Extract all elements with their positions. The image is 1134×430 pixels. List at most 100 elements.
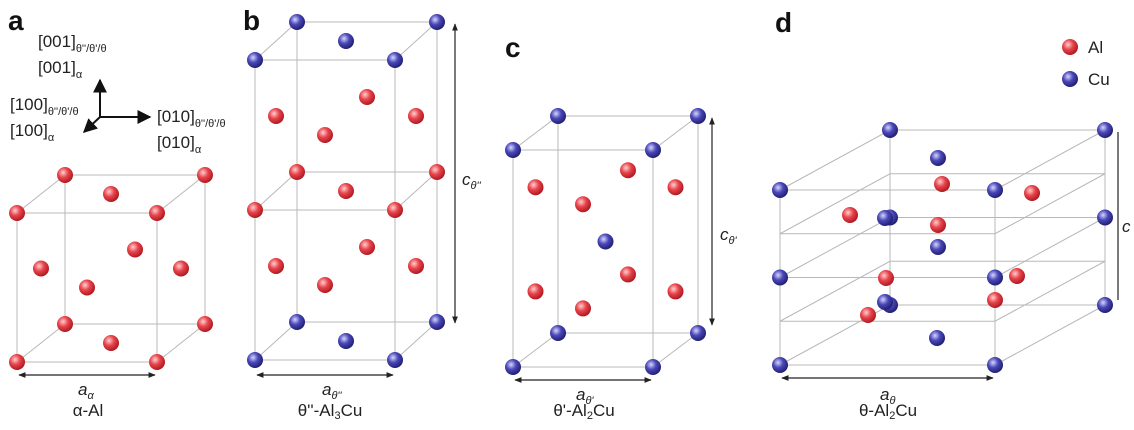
- cell-edge: [513, 333, 698, 367]
- axis-label: [100]θ''/θ'/θ: [10, 95, 79, 118]
- panel-label: d: [775, 7, 792, 38]
- lattice-label: c: [1122, 217, 1131, 236]
- al-atom: [987, 292, 1003, 308]
- cu-atom: [505, 142, 521, 158]
- cu-atom: [247, 52, 263, 68]
- al-atom: [860, 307, 876, 323]
- cu-atom: [387, 52, 403, 68]
- al-atom: [173, 261, 189, 277]
- axis-label: [001]α: [38, 58, 83, 81]
- cu-atom: [598, 234, 614, 250]
- legend-label: Al: [1088, 38, 1103, 57]
- cu-atom: [987, 182, 1003, 198]
- cu-atom: [877, 294, 893, 310]
- cu-atom: [429, 314, 445, 330]
- al-atom: [127, 242, 143, 258]
- al-atom: [878, 270, 894, 286]
- caption: θ''-Al3Cu: [298, 401, 363, 422]
- al-atom: [620, 266, 636, 282]
- al-atom: [620, 162, 636, 178]
- cu-atom: [930, 239, 946, 255]
- al-atom: [289, 164, 305, 180]
- cu-atom: [550, 108, 566, 124]
- cu-atom: [338, 33, 354, 49]
- cell-edge: [780, 261, 1105, 321]
- cu-atom: [289, 314, 305, 330]
- cu-atom: [645, 142, 661, 158]
- figure: a b c d [001]θ''/θ'/θ [001]α [100]θ''/θ'…: [0, 0, 1134, 430]
- cu-atom: [987, 357, 1003, 373]
- al-atom: [668, 179, 684, 195]
- al-atom: [57, 316, 73, 332]
- al-atom: [103, 335, 119, 351]
- al-atom: [79, 280, 95, 296]
- cu-atom: [690, 108, 706, 124]
- axis-label: [100]α: [10, 121, 55, 144]
- cu-atom: [247, 352, 263, 368]
- al-atom: [9, 354, 25, 370]
- cu-atom: [338, 333, 354, 349]
- cell-edge: [513, 116, 698, 150]
- unit-cells: [9, 14, 1113, 375]
- lattice-label: aα: [78, 380, 94, 402]
- cu-atom: [882, 122, 898, 138]
- cu-atom: [387, 352, 403, 368]
- cu-atom: [645, 359, 661, 375]
- lattice-label: cθ'': [462, 170, 482, 192]
- al-atom: [575, 300, 591, 316]
- caption: θ-Al2Cu: [859, 401, 917, 422]
- cell-edges: [17, 22, 1105, 367]
- axis-label: [010]θ''/θ'/θ: [157, 107, 226, 130]
- cu-atom: [289, 14, 305, 30]
- al-atom: [359, 89, 375, 105]
- legend-label: Cu: [1088, 70, 1110, 89]
- al-atom: [197, 167, 213, 183]
- cu-atom: [877, 210, 893, 226]
- al-atom: [1009, 268, 1025, 284]
- cu-atom: [1097, 122, 1113, 138]
- al-atom: [33, 261, 49, 277]
- al-atom: [528, 179, 544, 195]
- panel-label: b: [243, 5, 260, 36]
- al-atom: [247, 202, 263, 218]
- cu-atom: [550, 325, 566, 341]
- al-atom: [387, 202, 403, 218]
- cu-atom: [690, 325, 706, 341]
- axis-label: [001]θ''/θ'/θ: [38, 32, 107, 55]
- cu-atom: [1097, 297, 1113, 313]
- al-atom: [268, 108, 284, 124]
- al-atom: [1024, 185, 1040, 201]
- lattice-label: aθ'': [322, 380, 343, 402]
- al-atom: [268, 258, 284, 274]
- al-atom: [149, 205, 165, 221]
- cu-atom: [1097, 210, 1113, 226]
- al-atom: [429, 164, 445, 180]
- cu-atom: [987, 270, 1003, 286]
- al-atom: [359, 239, 375, 255]
- axis-arrow: [84, 117, 100, 132]
- cu-atom: [930, 150, 946, 166]
- al-atom: [528, 283, 544, 299]
- panel-label: a: [8, 5, 24, 36]
- cu-atom: [772, 270, 788, 286]
- al-atom: [317, 277, 333, 293]
- al-atom: [934, 176, 950, 192]
- al-atom: [57, 167, 73, 183]
- lattice-label: cθ': [720, 225, 737, 247]
- panel-label: c: [505, 32, 521, 63]
- al-atom: [575, 196, 591, 212]
- al-atom: [149, 354, 165, 370]
- al-atom: [408, 258, 424, 274]
- al-atom: [103, 186, 119, 202]
- legend-swatch: [1062, 71, 1078, 87]
- axis-label: [010]α: [157, 133, 202, 156]
- caption: α-Al: [73, 401, 104, 420]
- al-atom: [338, 183, 354, 199]
- al-atom: [9, 205, 25, 221]
- cu-atom: [772, 357, 788, 373]
- al-atom: [930, 217, 946, 233]
- al-atom: [408, 108, 424, 124]
- cu-atom: [505, 359, 521, 375]
- caption: θ'-Al2Cu: [553, 401, 614, 422]
- al-atom: [317, 127, 333, 143]
